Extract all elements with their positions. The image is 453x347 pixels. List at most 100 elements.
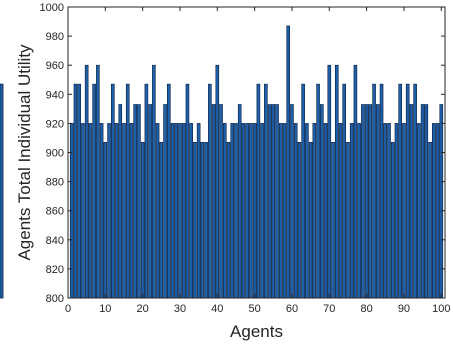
x-tick-label: 80 [360,303,372,315]
bar-agent-31 [181,123,186,299]
y-axis-title: Agents Total Individual Utility [15,44,34,261]
bar-agent-43 [226,142,231,299]
x-axis: 0 10 20 30 40 50 60 70 80 90 100 [65,7,450,315]
bar-agent-78 [357,123,361,299]
bar-agent-6 [88,123,93,299]
bar-agent-23 [152,64,156,299]
bar-agent-62 [297,142,302,299]
bar-agent-24 [155,123,160,299]
x-tick-label: 20 [137,303,149,315]
y-tick-label: 880 [46,177,64,189]
bar-agent-9 [99,123,104,299]
bar-agent-79 [361,104,365,299]
y-axis: 800 820 840 860 880 900 920 940 960 980 1000 [40,2,445,305]
bar-agent-87 [390,142,395,299]
bar-agent-88 [394,123,399,299]
bar-agent-85 [383,123,388,299]
bar-agent-98 [432,123,436,299]
bar-agent-50 [252,123,257,299]
bar-agent-40 [215,64,220,299]
bar-agent-34 [193,142,197,299]
bar-agent-93 [413,83,417,299]
bar-agent-81 [368,104,373,299]
bar-agent-54 [267,104,272,299]
bar-agent-92 [409,104,414,299]
bar-agent-14 [118,104,123,299]
bar-agent-29 [174,123,179,299]
bar-agent-97 [428,142,432,299]
bar-agent-64 [305,123,309,299]
bar-agent-90 [402,123,406,299]
bar-agent-42 [222,123,227,299]
bar-agent-17 [129,123,134,299]
bar-agent-37 [204,142,208,299]
bar-agent-51 [256,83,261,299]
bar-agent-71 [331,142,335,299]
bar-agent-27 [166,83,171,299]
x-tick-label: 0 [65,303,71,315]
bar-agent-89 [398,83,402,299]
y-tick-label: 1000 [40,2,64,14]
x-tick-label: 70 [323,303,335,315]
bar-agent-65 [308,142,313,299]
bar-agent-59 [286,25,291,299]
bar-agent-76 [349,123,354,299]
bar-agent-84 [379,83,384,299]
bar-agent-13 [114,123,119,299]
x-tick-label: 60 [286,303,298,315]
y-tick-label: 800 [46,293,64,305]
bar-agent-96 [424,104,429,299]
bar-agent-7 [92,83,96,299]
y-tick-label: 840 [46,235,64,247]
bar-agent-57 [278,123,283,299]
bar-agent-30 [178,123,182,299]
bar-agent-10 [103,142,108,299]
bar-agent-58 [282,123,287,299]
x-tick-label: 30 [174,303,186,315]
bar-agent-20 [140,142,145,299]
x-tick-label: 50 [249,303,261,315]
bar-agent-55 [271,104,276,299]
bar-agent-25 [159,142,164,299]
bar-agent-80 [364,104,369,299]
bar-agent-91 [405,83,410,299]
bar-agent-35 [196,123,201,299]
bar-agent-2 [73,83,78,299]
bar-agent-41 [219,104,223,299]
bar-agent-86 [387,123,391,299]
bar-agent-21 [144,83,149,299]
bar-agent-19 [137,104,141,299]
x-tick-label: 40 [211,303,223,315]
bar-agent-82 [372,83,376,299]
y-tick-label: 900 [46,148,64,160]
bar-agent-63 [301,83,305,299]
bar-agent-52 [260,123,264,299]
bar-agent-39 [211,104,216,299]
bar-agent-4 [81,123,85,299]
bar-agent-16 [125,83,130,299]
x-tick-label: 100 [432,303,450,315]
bar-agent-5 [84,64,89,299]
bar-agent-22 [148,104,152,299]
bar-agent-12 [111,83,115,299]
x-tick-label: 90 [398,303,410,315]
bar-agent-38 [208,83,212,299]
bar-agent-15 [122,123,126,299]
y-tick-label: 820 [46,264,64,276]
bar-agent-70 [327,64,332,299]
bar-agent-75 [346,142,350,299]
bar-agent-45 [234,123,238,299]
bar-agent-94 [417,123,421,299]
bar-agent-11 [107,123,111,299]
bar-agent-68 [320,104,324,299]
bar-agent-83 [376,104,380,299]
bar-agent-44 [230,123,235,299]
bar-agent-99 [435,123,440,299]
bar-agent-3 [77,83,81,299]
bar-agent-56 [275,104,279,299]
bar-agent-74 [342,83,347,299]
y-tick-label: 860 [46,206,64,218]
bar-agent-60 [290,104,294,299]
bar-agent-67 [316,83,320,299]
